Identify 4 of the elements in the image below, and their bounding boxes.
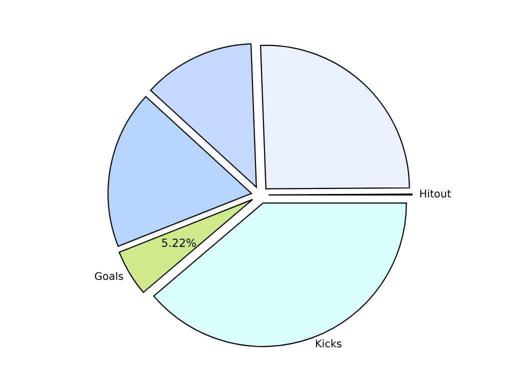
slice-label: Hitout bbox=[420, 189, 451, 198]
data-label: 5.22% bbox=[162, 238, 196, 247]
slice-label: Kicks bbox=[316, 339, 342, 348]
slice-label: Goals bbox=[94, 272, 123, 280]
